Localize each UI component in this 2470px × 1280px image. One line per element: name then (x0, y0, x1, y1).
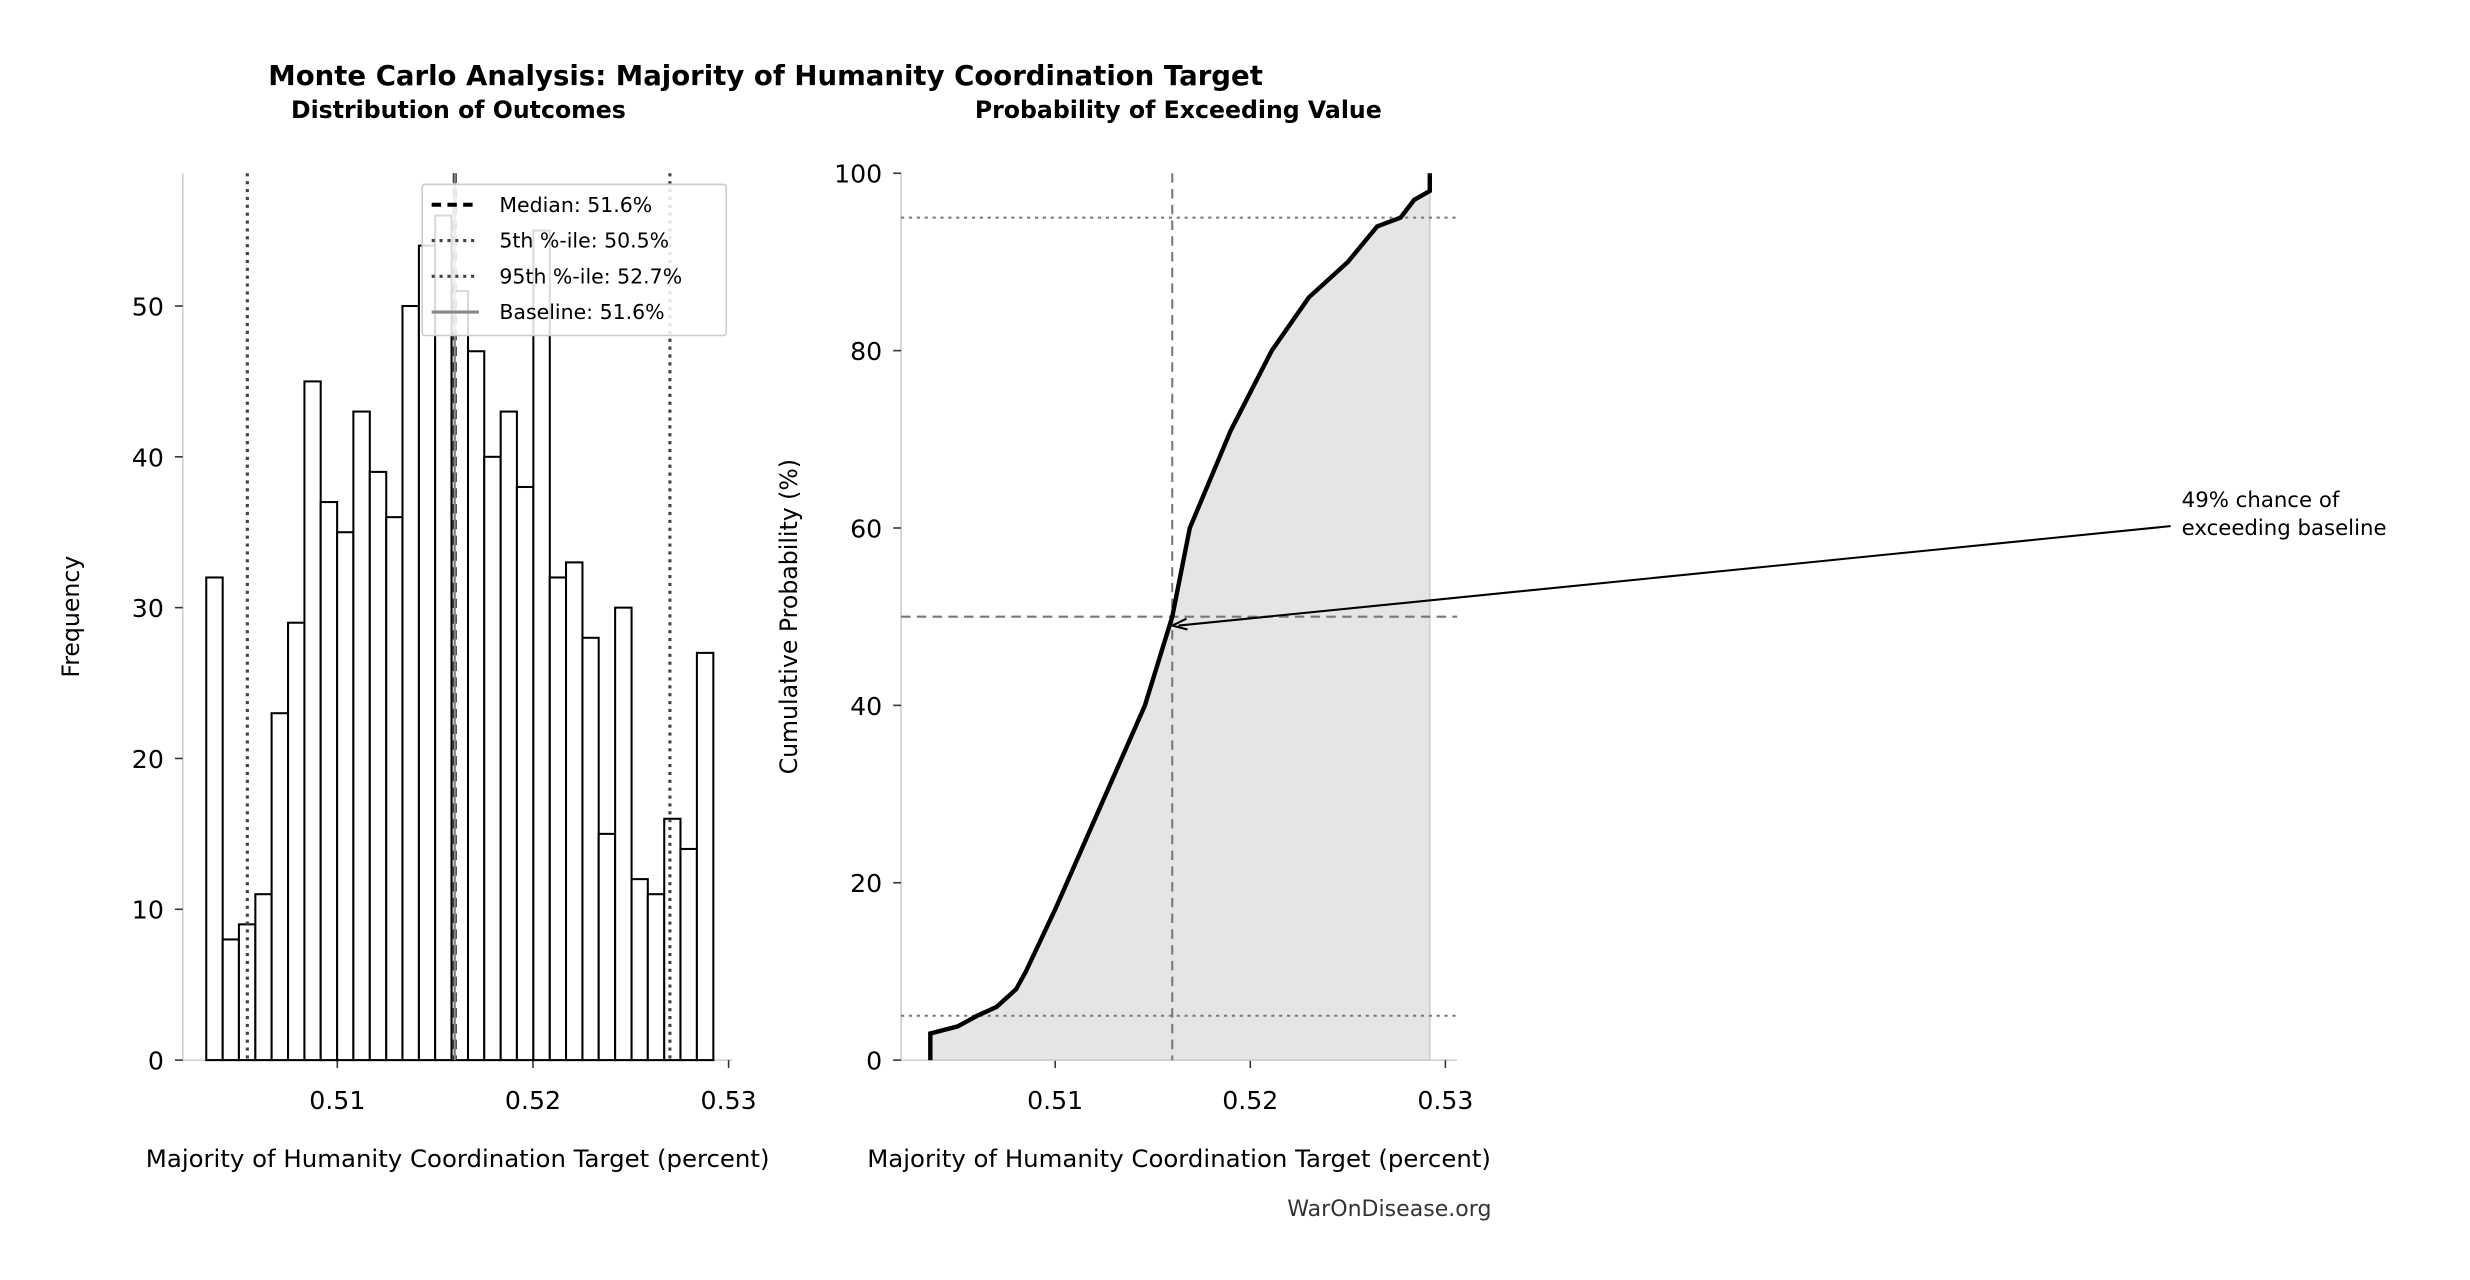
x-tick-label: 0.52 (1222, 1086, 1278, 1115)
bar (646, 893, 666, 1062)
y-tick-label: 80 (850, 337, 882, 366)
bar (352, 410, 371, 1062)
legend-box (421, 183, 728, 337)
bar (303, 380, 322, 1062)
y-axis-label: Frequency (57, 556, 85, 678)
bar (695, 651, 715, 1062)
y-tick-label: 30 (132, 594, 164, 623)
bar (581, 636, 600, 1062)
bar (270, 712, 290, 1062)
figure-title: Monte Carlo Analysis: Majority of Humani… (268, 60, 1263, 92)
legend-label: 5th %-ile: 50.5% (499, 229, 669, 253)
bar (287, 621, 306, 1062)
annotation-arrow (1178, 525, 2171, 627)
x-tick-label: 0.53 (1417, 1086, 1473, 1115)
bar (565, 561, 584, 1062)
bar (663, 817, 682, 1062)
bar (336, 531, 355, 1062)
arrow-head (1169, 617, 1188, 631)
subplot-title: Probability of Exceeding Value (975, 96, 1382, 124)
bar (679, 847, 698, 1062)
x-tick-label: 0.53 (701, 1086, 757, 1115)
y-tick-label: 100 (834, 160, 882, 189)
y-tick-label: 0 (148, 1047, 164, 1076)
bar (548, 576, 568, 1062)
bar (401, 304, 420, 1062)
bar (630, 878, 649, 1062)
bar (515, 485, 535, 1062)
bar (483, 455, 502, 1062)
subplot-title: Distribution of Outcomes (291, 96, 626, 124)
bar (221, 938, 240, 1062)
x-tick-label: 0.51 (309, 1086, 365, 1115)
y-tick-label: 0 (866, 1047, 882, 1076)
bar (417, 244, 437, 1062)
y-tick-label: 50 (132, 292, 164, 321)
y-tick-label: 20 (850, 869, 882, 898)
cdf-line (928, 173, 1432, 1061)
annotation-text: 49% chance of (2182, 488, 2340, 513)
y-tick-label: 60 (850, 514, 882, 543)
bar (532, 229, 551, 1062)
x-axis-label: Majority of Humanity Coordination Target… (146, 1144, 770, 1173)
y-axis-label: Cumulative Probability (%) (775, 459, 803, 774)
bar (385, 516, 404, 1062)
footer: WarOnDisease.org (1287, 1197, 1491, 1222)
bar (499, 410, 518, 1062)
legend-label: 95th %-ile: 52.7% (499, 264, 682, 288)
x-axis-label: Majority of Humanity Coordination Target… (867, 1144, 1491, 1173)
y-tick-label: 20 (132, 745, 164, 774)
bar (466, 350, 486, 1062)
y-tick-label: 40 (132, 443, 164, 472)
bar (434, 214, 453, 1062)
bar (254, 893, 273, 1062)
x-tick-label: 0.52 (505, 1086, 561, 1115)
y-tick-label: 10 (132, 896, 164, 925)
legend-label: Baseline: 51.6% (499, 300, 664, 324)
bar (319, 501, 339, 1062)
y-tick-label: 40 (850, 692, 882, 721)
bar (368, 470, 388, 1062)
annotation-text: exceeding baseline (2182, 516, 2387, 541)
bar (614, 606, 633, 1062)
x-tick-label: 0.51 (1027, 1086, 1083, 1115)
bar (205, 576, 224, 1062)
legend-label: Median: 51.6% (499, 193, 652, 217)
bar (597, 832, 617, 1062)
